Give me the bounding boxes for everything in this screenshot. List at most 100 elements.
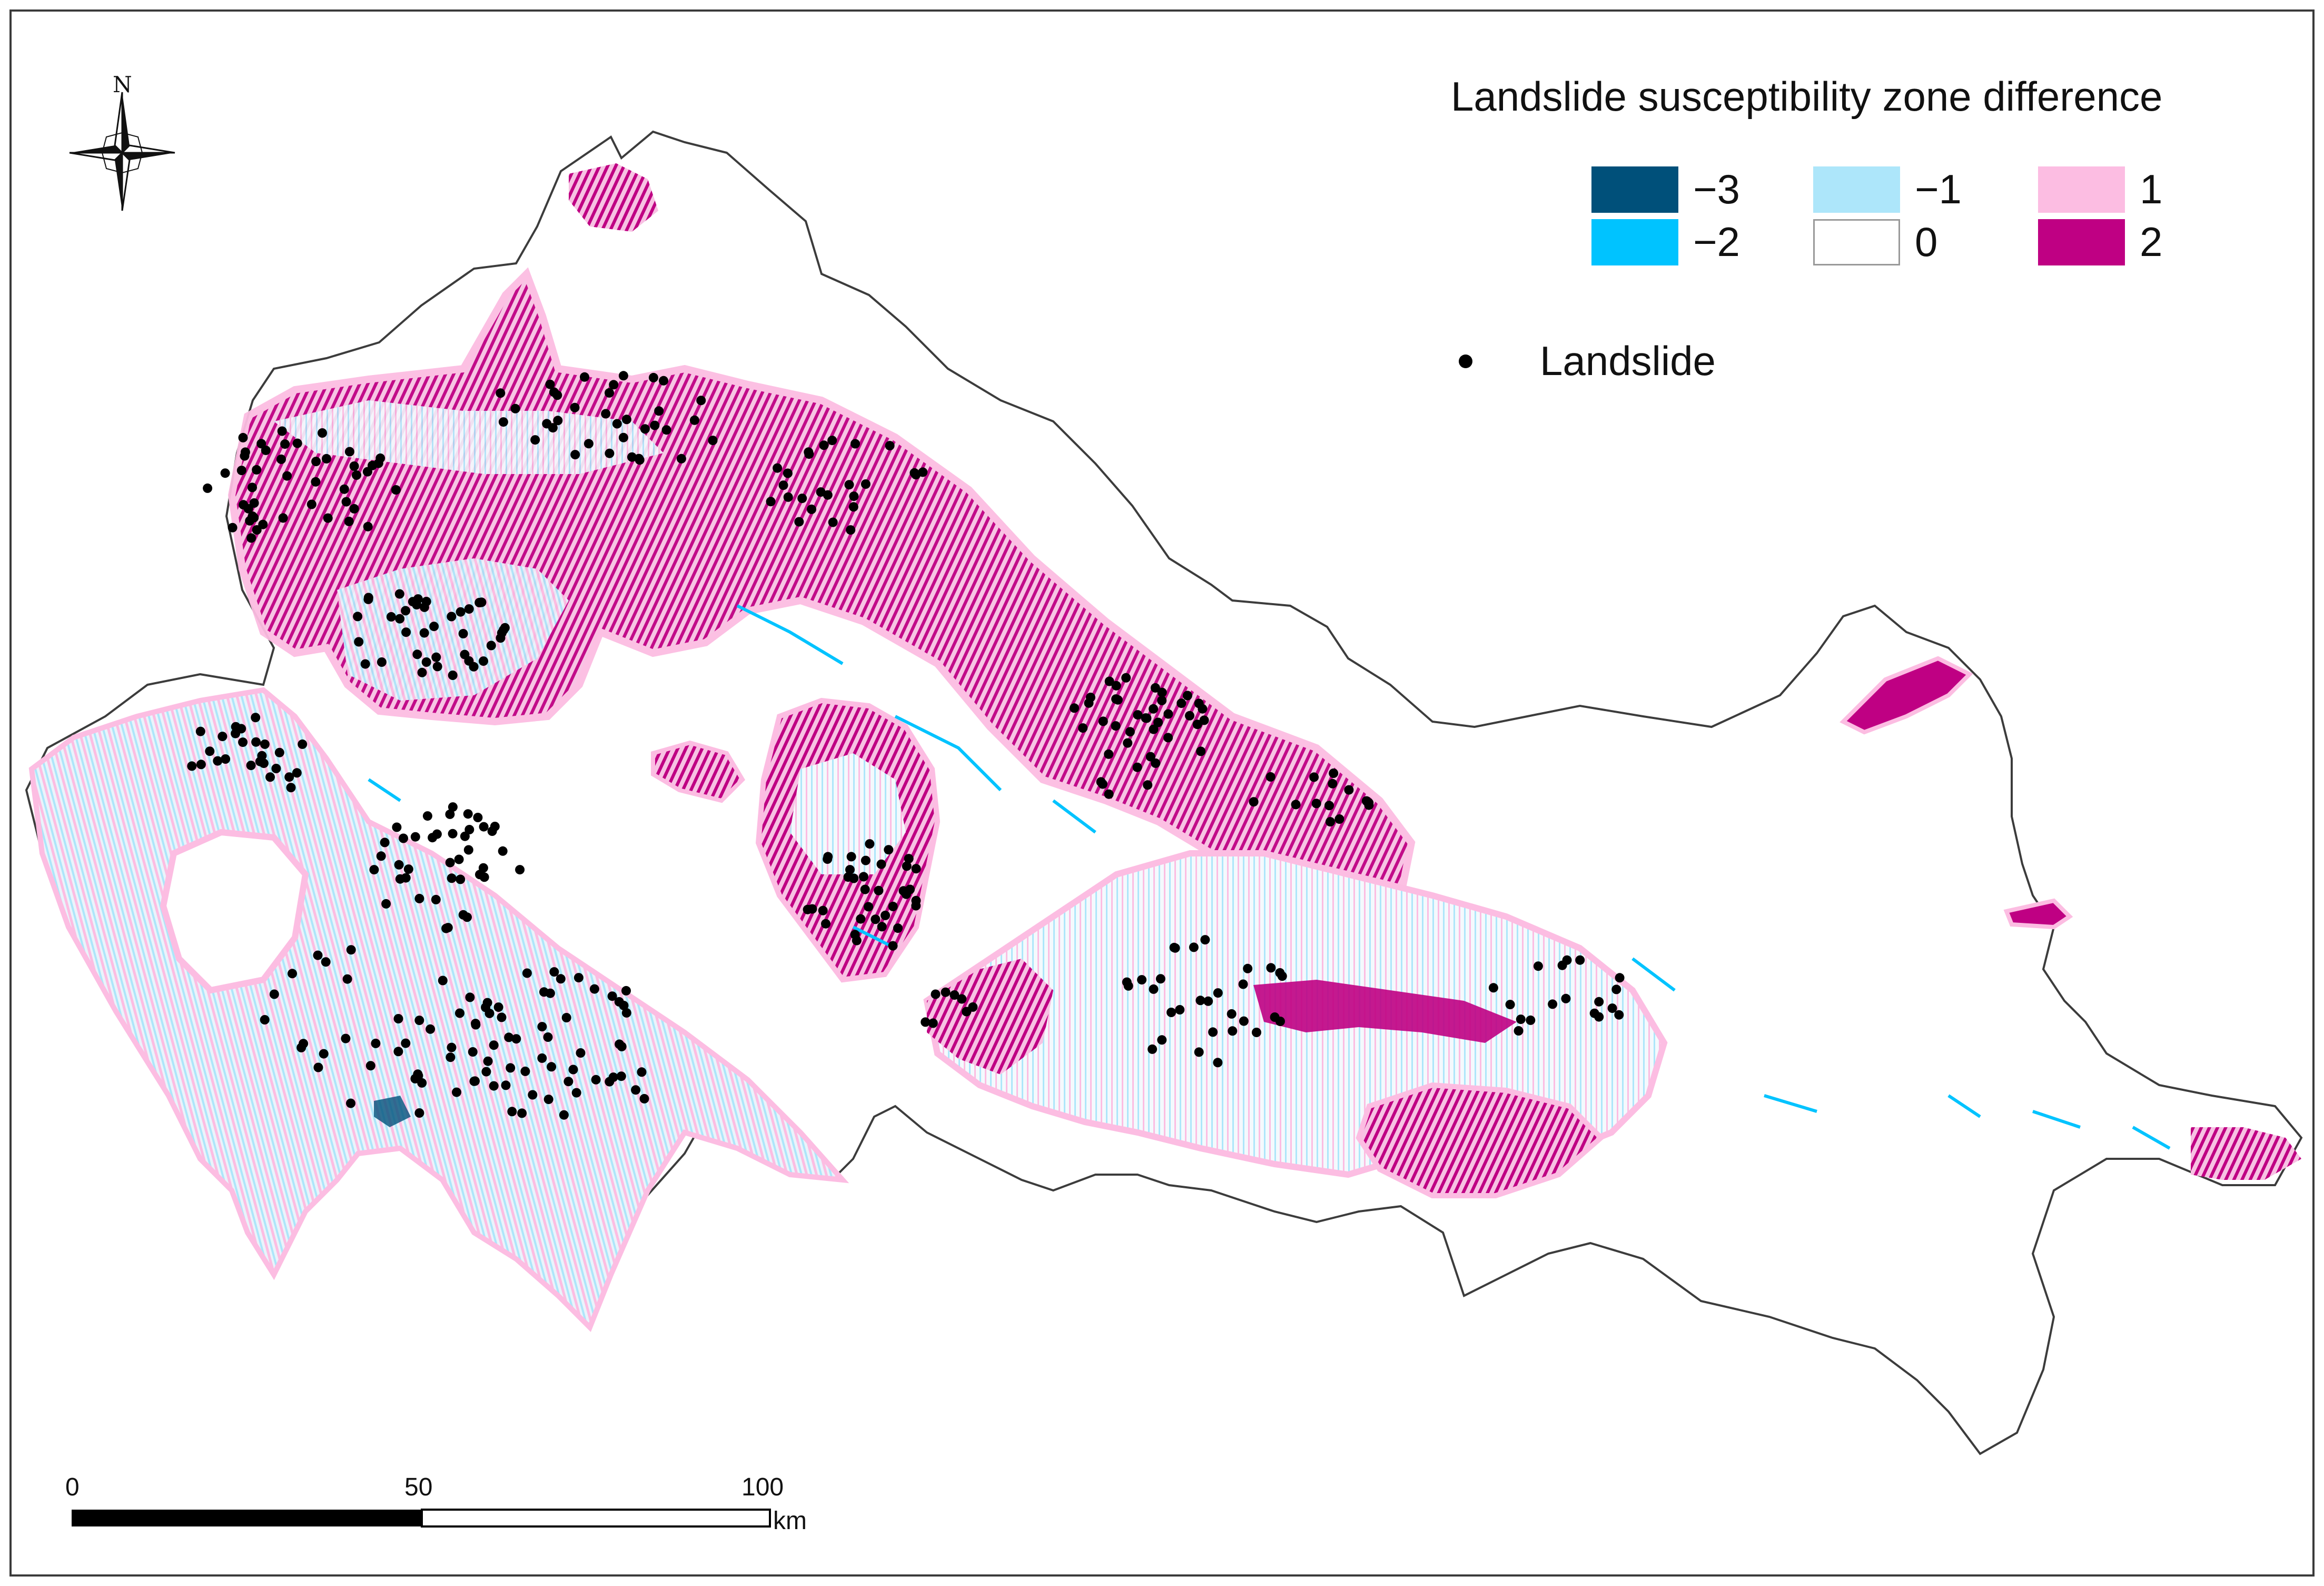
- landslide-point: [1176, 698, 1186, 708]
- scale-bar-black-segment: [72, 1510, 422, 1526]
- landslide-point: [1122, 977, 1132, 987]
- legend-label-landslide: Landslide: [1540, 338, 1716, 384]
- landslide-point: [319, 1049, 329, 1059]
- landslide-point: [1121, 673, 1131, 683]
- legend-item-minus1: −1: [1813, 164, 1962, 214]
- landslide-point: [391, 485, 401, 495]
- landslide-point: [196, 760, 206, 770]
- landslide-point: [375, 453, 385, 463]
- landslide-point: [260, 739, 270, 749]
- landslide-point: [860, 884, 870, 894]
- landslide-point: [1270, 1012, 1280, 1022]
- landslide-point: [608, 1072, 618, 1082]
- landslide-point: [414, 893, 424, 903]
- landslide-point: [280, 439, 290, 449]
- landslide-point: [498, 846, 508, 856]
- landslide-point: [460, 831, 470, 841]
- landslide-point: [341, 1033, 351, 1043]
- landslide-point: [1113, 695, 1123, 705]
- landslide-point: [1153, 717, 1163, 727]
- landslide-point: [1195, 996, 1205, 1006]
- landslide-point: [220, 468, 230, 478]
- landslide-point: [654, 406, 664, 416]
- landslide-point: [639, 1094, 649, 1104]
- landslide-point: [354, 637, 364, 647]
- landslide-point: [394, 589, 404, 599]
- landslide-point: [1203, 996, 1213, 1006]
- landslide-point: [881, 910, 891, 920]
- landslide-point: [543, 1095, 553, 1105]
- landslide-point: [401, 606, 411, 616]
- landslide-point: [321, 957, 331, 967]
- landslide-point: [1125, 727, 1135, 737]
- scale-bar-white-segment: [421, 1509, 771, 1528]
- landslide-point: [1334, 814, 1344, 824]
- landslide-point: [421, 657, 431, 667]
- landslide-point: [311, 477, 321, 487]
- landslide-point: [819, 440, 829, 450]
- landslide-point: [708, 436, 718, 446]
- landslide-point: [447, 873, 457, 883]
- landslide-point: [395, 614, 405, 624]
- landslide-point: [1208, 1027, 1218, 1037]
- landslide-point: [549, 967, 559, 977]
- landslide-point: [884, 845, 894, 855]
- landslide-point: [580, 372, 589, 382]
- landslide-point: [901, 889, 911, 899]
- landslide-point: [1070, 703, 1079, 713]
- landslide-point: [605, 448, 615, 458]
- landslide-point: [464, 656, 474, 666]
- landslide-point: [419, 628, 429, 638]
- landslide-point: [584, 439, 594, 449]
- landslide-point: [1078, 723, 1088, 733]
- landslide-point: [458, 629, 468, 638]
- landslide-point: [511, 1034, 521, 1044]
- landslide-point: [228, 523, 238, 533]
- landslide-point: [258, 519, 268, 529]
- landslide-point: [530, 435, 540, 445]
- landslide-point: [365, 1061, 375, 1071]
- landslide-point: [429, 622, 439, 632]
- landslide-point: [470, 1076, 480, 1086]
- landslide-point: [341, 497, 351, 507]
- legend-item-minus2: −2: [1591, 217, 1740, 267]
- landslide-point: [496, 633, 506, 643]
- landslide-point: [421, 597, 431, 606]
- landslide-point: [1594, 997, 1604, 1007]
- landslide-point: [410, 832, 420, 842]
- landslide-point: [804, 447, 814, 457]
- landslide-point: [292, 438, 302, 448]
- landslide-point: [507, 1107, 517, 1117]
- landslide-point: [612, 419, 622, 429]
- landslide-point: [865, 839, 875, 849]
- landslide-point: [353, 612, 363, 622]
- landslide-point: [823, 490, 833, 500]
- north-label: N: [113, 72, 132, 97]
- landslide-point: [473, 813, 483, 822]
- landslide-point: [1111, 721, 1121, 731]
- landslide-point: [861, 855, 871, 865]
- south-east-lobe: [1356, 1082, 1605, 1198]
- landslide-point: [441, 923, 451, 933]
- landslide-point: [676, 454, 686, 464]
- landslide-point: [1185, 711, 1194, 721]
- landslide-point: [448, 802, 458, 812]
- landslide-point: [448, 829, 458, 839]
- landslide-point: [318, 428, 327, 438]
- east-patch-2: [2003, 898, 2073, 930]
- legend-swatch-minus1: [1813, 166, 1900, 213]
- landslide-point: [1252, 1028, 1261, 1037]
- landslide-point: [556, 974, 566, 984]
- landslide-point: [1157, 687, 1167, 697]
- landslide-point: [850, 930, 860, 940]
- landslide-point: [846, 852, 856, 862]
- landslide-point: [1196, 746, 1206, 756]
- landslide-point: [888, 941, 898, 951]
- landslide-point: [904, 854, 914, 864]
- landslide-point: [848, 502, 858, 512]
- landslide-point: [928, 1018, 938, 1028]
- landslide-point: [498, 417, 508, 427]
- landslide-point: [401, 1038, 411, 1048]
- landslide-point: [1607, 1003, 1617, 1013]
